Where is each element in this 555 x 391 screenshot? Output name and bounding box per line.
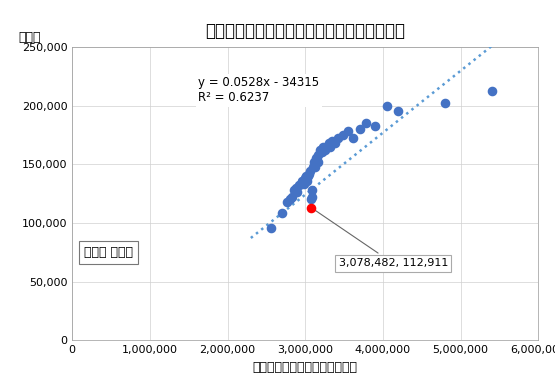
Point	[319, 143, 327, 150]
Point	[338, 132, 347, 138]
Point	[394, 108, 403, 115]
Point	[349, 135, 358, 142]
Point	[326, 143, 335, 150]
Point	[316, 147, 325, 153]
Point	[311, 163, 320, 170]
Point	[441, 100, 450, 106]
Point	[304, 173, 313, 179]
Point	[297, 178, 306, 184]
Point	[309, 159, 318, 165]
Point	[296, 181, 305, 187]
Point	[314, 152, 323, 158]
Point	[328, 138, 337, 144]
Point	[320, 147, 329, 153]
Point	[306, 196, 315, 203]
Point	[285, 196, 294, 203]
Point	[278, 210, 286, 217]
Title: 家計調査（外食）と一人当たり課税対象所得: 家計調査（外食）と一人当たり課税対象所得	[205, 22, 405, 40]
Point	[313, 159, 322, 165]
Point	[299, 181, 308, 187]
Point	[305, 168, 314, 174]
Point	[308, 187, 317, 193]
Point	[290, 187, 299, 193]
Point	[324, 140, 333, 146]
Point	[330, 140, 339, 146]
Point	[266, 224, 275, 231]
Point	[310, 161, 319, 167]
Point	[301, 173, 310, 179]
Text: （円）: （円）	[18, 31, 41, 44]
Point	[361, 120, 370, 126]
Point	[295, 182, 304, 188]
Point	[312, 155, 321, 161]
Text: グラフ エリア: グラフ エリア	[84, 246, 133, 259]
Point	[287, 194, 296, 200]
Point	[291, 185, 300, 191]
X-axis label: 一人当たり課税対象所得（円）: 一人当たり課税対象所得（円）	[253, 361, 358, 373]
Point	[282, 199, 291, 205]
Point	[371, 122, 380, 129]
Point	[305, 170, 314, 177]
Point	[317, 149, 326, 156]
Point	[302, 178, 311, 184]
Text: y = 0.0528x - 34315
R² = 0.6237: y = 0.0528x - 34315 R² = 0.6237	[198, 76, 319, 104]
Point	[334, 135, 342, 142]
Point	[382, 102, 391, 109]
Point	[355, 126, 364, 132]
Point	[487, 88, 496, 95]
Point	[309, 163, 317, 170]
Point	[307, 194, 316, 200]
Point	[322, 143, 331, 150]
Point	[293, 189, 302, 196]
Point	[307, 204, 316, 211]
Point	[344, 128, 352, 135]
Point	[301, 175, 310, 181]
Text: 3,078,482, 112,911: 3,078,482, 112,911	[314, 209, 448, 268]
